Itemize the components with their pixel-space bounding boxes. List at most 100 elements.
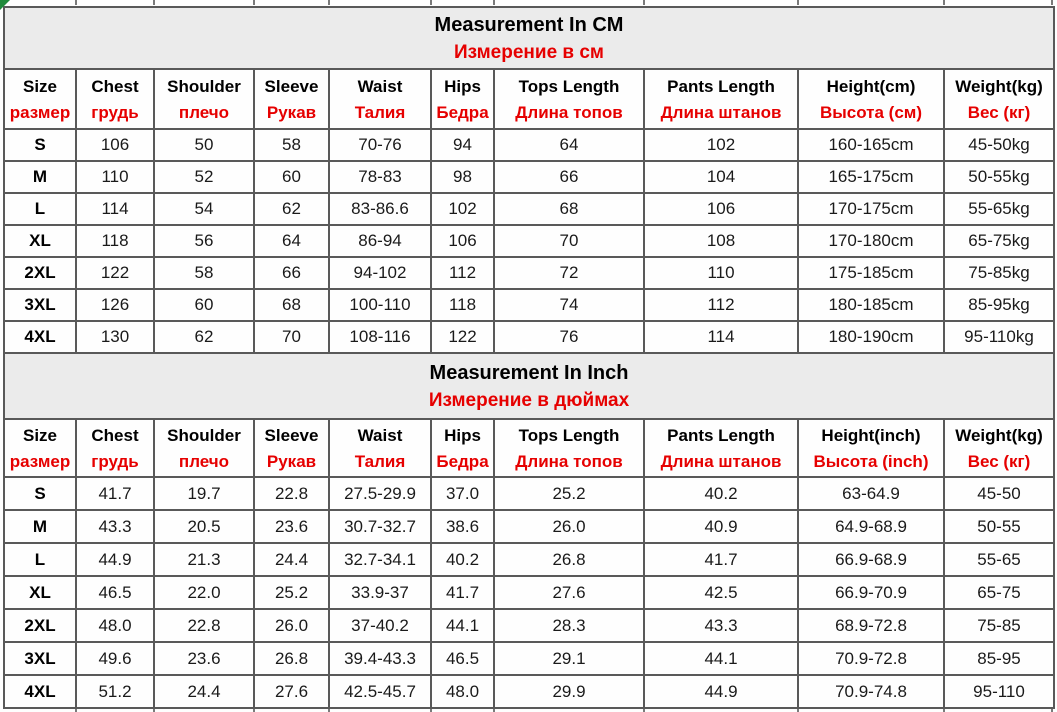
value-cell: 24.4 xyxy=(253,542,330,577)
value-cell: 26.0 xyxy=(253,608,330,643)
value-cell: 85-95 xyxy=(943,641,1055,676)
value-cell: 102 xyxy=(430,192,495,226)
column-header-en: Height(cm) xyxy=(826,76,916,96)
column-header-en: Pants Length xyxy=(667,76,775,96)
value-cell: 50 xyxy=(153,128,255,162)
column-header-en: Size xyxy=(22,425,58,445)
grid-tick xyxy=(430,708,432,712)
grid-tick xyxy=(153,708,155,712)
column-header-ru: Бедра xyxy=(436,102,489,122)
column-header-en: Shoulder xyxy=(167,76,241,96)
value-cell: 66 xyxy=(493,160,645,194)
value-cell: 50-55kg xyxy=(943,160,1055,194)
value-cell: 170-180cm xyxy=(797,224,945,258)
section-title-row: Measurement In Inch Измерение в дюймах xyxy=(3,352,1055,420)
value-cell: 41.7 xyxy=(643,542,799,577)
value-cell: 122 xyxy=(430,320,495,354)
value-cell: 130 xyxy=(75,320,155,354)
value-cell: 45-50kg xyxy=(943,128,1055,162)
grid-tick xyxy=(328,0,330,5)
table-row: 3XL 49.6 23.6 26.8 39.4-43.3 46.5 29.1 44.1 70.9… xyxy=(3,641,1055,676)
value-cell: 27.5-29.9 xyxy=(328,476,432,511)
value-cell: 55-65 xyxy=(943,542,1055,577)
value-cell: 106 xyxy=(430,224,495,258)
column-header-en: Chest xyxy=(91,76,139,96)
value-cell: 94 xyxy=(430,128,495,162)
column-header-en: Chest xyxy=(91,425,139,445)
column-header-ru: Вес (кг) xyxy=(967,451,1031,471)
value-cell: 29.9 xyxy=(493,674,645,709)
column-header-cell: Pants Length Длина штанов xyxy=(643,418,799,478)
size-cell: S xyxy=(3,128,77,162)
value-cell: 23.6 xyxy=(253,509,330,544)
column-header-cell: Waist Талия xyxy=(328,418,432,478)
grid-tick xyxy=(643,708,645,712)
value-cell: 19.7 xyxy=(153,476,255,511)
size-chart-table: Measurement In CM Измерение в см Size разме… xyxy=(3,6,1055,709)
value-cell: 106 xyxy=(75,128,155,162)
column-header-cell: Sleeve Рукав xyxy=(253,68,330,130)
value-cell: 60 xyxy=(153,288,255,322)
value-cell: 108-116 xyxy=(328,320,432,354)
value-cell: 40.9 xyxy=(643,509,799,544)
column-header-cell: Weight(kg) Вес (кг) xyxy=(943,68,1055,130)
value-cell: 33.9-37 xyxy=(328,575,432,610)
grid-tick xyxy=(1051,0,1053,5)
grid-tick xyxy=(1051,708,1053,712)
value-cell: 40.2 xyxy=(430,542,495,577)
size-cell: M xyxy=(3,509,77,544)
table-row: 2XL 48.0 22.8 26.0 37-40.2 44.1 28.3 43.3 68.9-7… xyxy=(3,608,1055,643)
value-cell: 51.2 xyxy=(75,674,155,709)
column-header-en: Sleeve xyxy=(264,425,319,445)
value-cell: 118 xyxy=(430,288,495,322)
value-cell: 160-165cm xyxy=(797,128,945,162)
table-row: S 106 50 58 70-76 94 64 102 160-165cm 45-50kg xyxy=(3,128,1055,162)
size-cell: 3XL xyxy=(3,288,77,322)
grid-tick xyxy=(493,708,495,712)
value-cell: 175-185cm xyxy=(797,256,945,290)
table-row: M 110 52 60 78-83 98 66 104 165-175cm 50-55kg xyxy=(3,160,1055,194)
column-header-cell: Weight(kg) Вес (кг) xyxy=(943,418,1055,478)
value-cell: 100-110 xyxy=(328,288,432,322)
value-cell: 37-40.2 xyxy=(328,608,432,643)
value-cell: 43.3 xyxy=(75,509,155,544)
value-cell: 65-75kg xyxy=(943,224,1055,258)
value-cell: 29.1 xyxy=(493,641,645,676)
value-cell: 44.1 xyxy=(643,641,799,676)
value-cell: 41.7 xyxy=(75,476,155,511)
value-cell: 70.9-72.8 xyxy=(797,641,945,676)
value-cell: 21.3 xyxy=(153,542,255,577)
value-cell: 48.0 xyxy=(430,674,495,709)
value-cell: 95-110kg xyxy=(943,320,1055,354)
column-header-ru: Рукав xyxy=(266,102,317,122)
size-cell: 4XL xyxy=(3,320,77,354)
column-header-cell: Chest грудь xyxy=(75,418,155,478)
value-cell: 56 xyxy=(153,224,255,258)
value-cell: 108 xyxy=(643,224,799,258)
value-cell: 46.5 xyxy=(75,575,155,610)
column-header-cell: Sleeve Рукав xyxy=(253,418,330,478)
value-cell: 68 xyxy=(493,192,645,226)
value-cell: 24.4 xyxy=(153,674,255,709)
size-cell: M xyxy=(3,160,77,194)
value-cell: 75-85kg xyxy=(943,256,1055,290)
column-header-ru: грудь xyxy=(91,102,139,122)
column-header-en: Tops Length xyxy=(518,425,620,445)
value-cell: 114 xyxy=(643,320,799,354)
column-header-cell: Size размер xyxy=(3,418,77,478)
column-header-cell: Height(inch) Высота (inch) xyxy=(797,418,945,478)
value-cell: 70-76 xyxy=(328,128,432,162)
value-cell: 23.6 xyxy=(153,641,255,676)
value-cell: 27.6 xyxy=(493,575,645,610)
grid-tick xyxy=(797,0,799,5)
value-cell: 78-83 xyxy=(328,160,432,194)
value-cell: 48.0 xyxy=(75,608,155,643)
section-title-cell: Measurement In Inch Измерение в дюймах xyxy=(3,352,1055,420)
value-cell: 114 xyxy=(75,192,155,226)
section-cm: Measurement In CM Измерение в см Size разме… xyxy=(3,6,1055,354)
column-header-ru: Талия xyxy=(354,451,406,471)
excel-corner-marker-icon xyxy=(0,0,10,10)
value-cell: 76 xyxy=(493,320,645,354)
column-header-cell: Size размер xyxy=(3,68,77,130)
size-cell: L xyxy=(3,542,77,577)
